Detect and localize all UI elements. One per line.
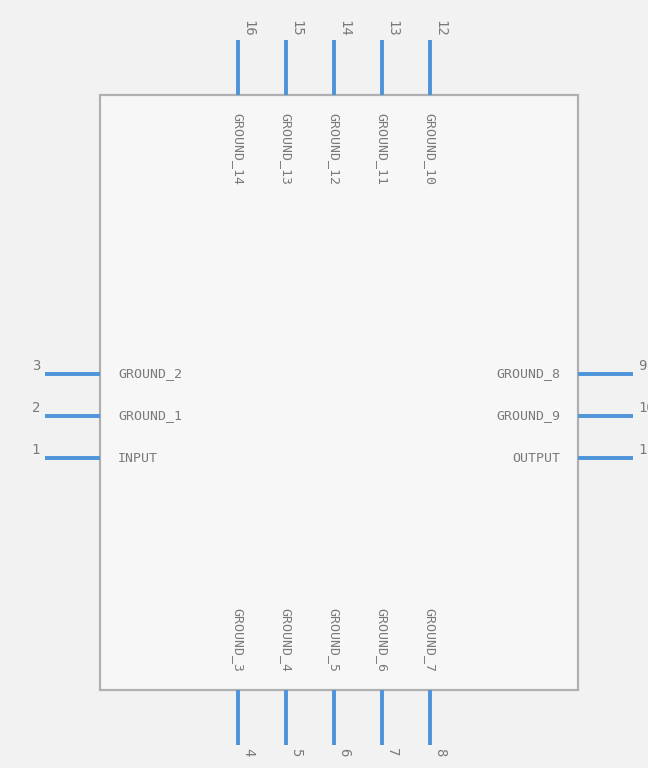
Text: 7: 7 — [385, 748, 399, 756]
Text: GROUND_14: GROUND_14 — [231, 113, 244, 185]
Text: 6: 6 — [337, 748, 351, 756]
Text: OUTPUT: OUTPUT — [512, 452, 560, 465]
Text: 8: 8 — [433, 748, 447, 756]
Bar — [100, 95, 578, 690]
Text: 14: 14 — [337, 20, 351, 37]
Text: 3: 3 — [32, 359, 40, 373]
Text: GROUND_13: GROUND_13 — [279, 113, 292, 185]
Text: 11: 11 — [638, 443, 648, 457]
Text: 4: 4 — [241, 748, 255, 756]
Text: GROUND_10: GROUND_10 — [424, 113, 437, 185]
Text: 1: 1 — [32, 443, 40, 457]
Text: 15: 15 — [289, 20, 303, 37]
Text: GROUND_5: GROUND_5 — [327, 608, 340, 672]
Text: 9: 9 — [638, 359, 646, 373]
Text: GROUND_9: GROUND_9 — [496, 409, 560, 422]
Text: GROUND_3: GROUND_3 — [231, 608, 244, 672]
Text: GROUND_7: GROUND_7 — [424, 608, 437, 672]
Text: GROUND_4: GROUND_4 — [279, 608, 292, 672]
Text: 13: 13 — [385, 20, 399, 37]
Text: 5: 5 — [289, 748, 303, 756]
Text: GROUND_8: GROUND_8 — [496, 368, 560, 380]
Text: GROUND_11: GROUND_11 — [375, 113, 389, 185]
Text: 16: 16 — [241, 20, 255, 37]
Text: INPUT: INPUT — [118, 452, 158, 465]
Text: 2: 2 — [32, 401, 40, 415]
Text: GROUND_1: GROUND_1 — [118, 409, 182, 422]
Text: GROUND_12: GROUND_12 — [327, 113, 340, 185]
Text: GROUND_6: GROUND_6 — [375, 608, 389, 672]
Text: 10: 10 — [638, 401, 648, 415]
Text: GROUND_2: GROUND_2 — [118, 368, 182, 380]
Text: 12: 12 — [433, 20, 447, 37]
